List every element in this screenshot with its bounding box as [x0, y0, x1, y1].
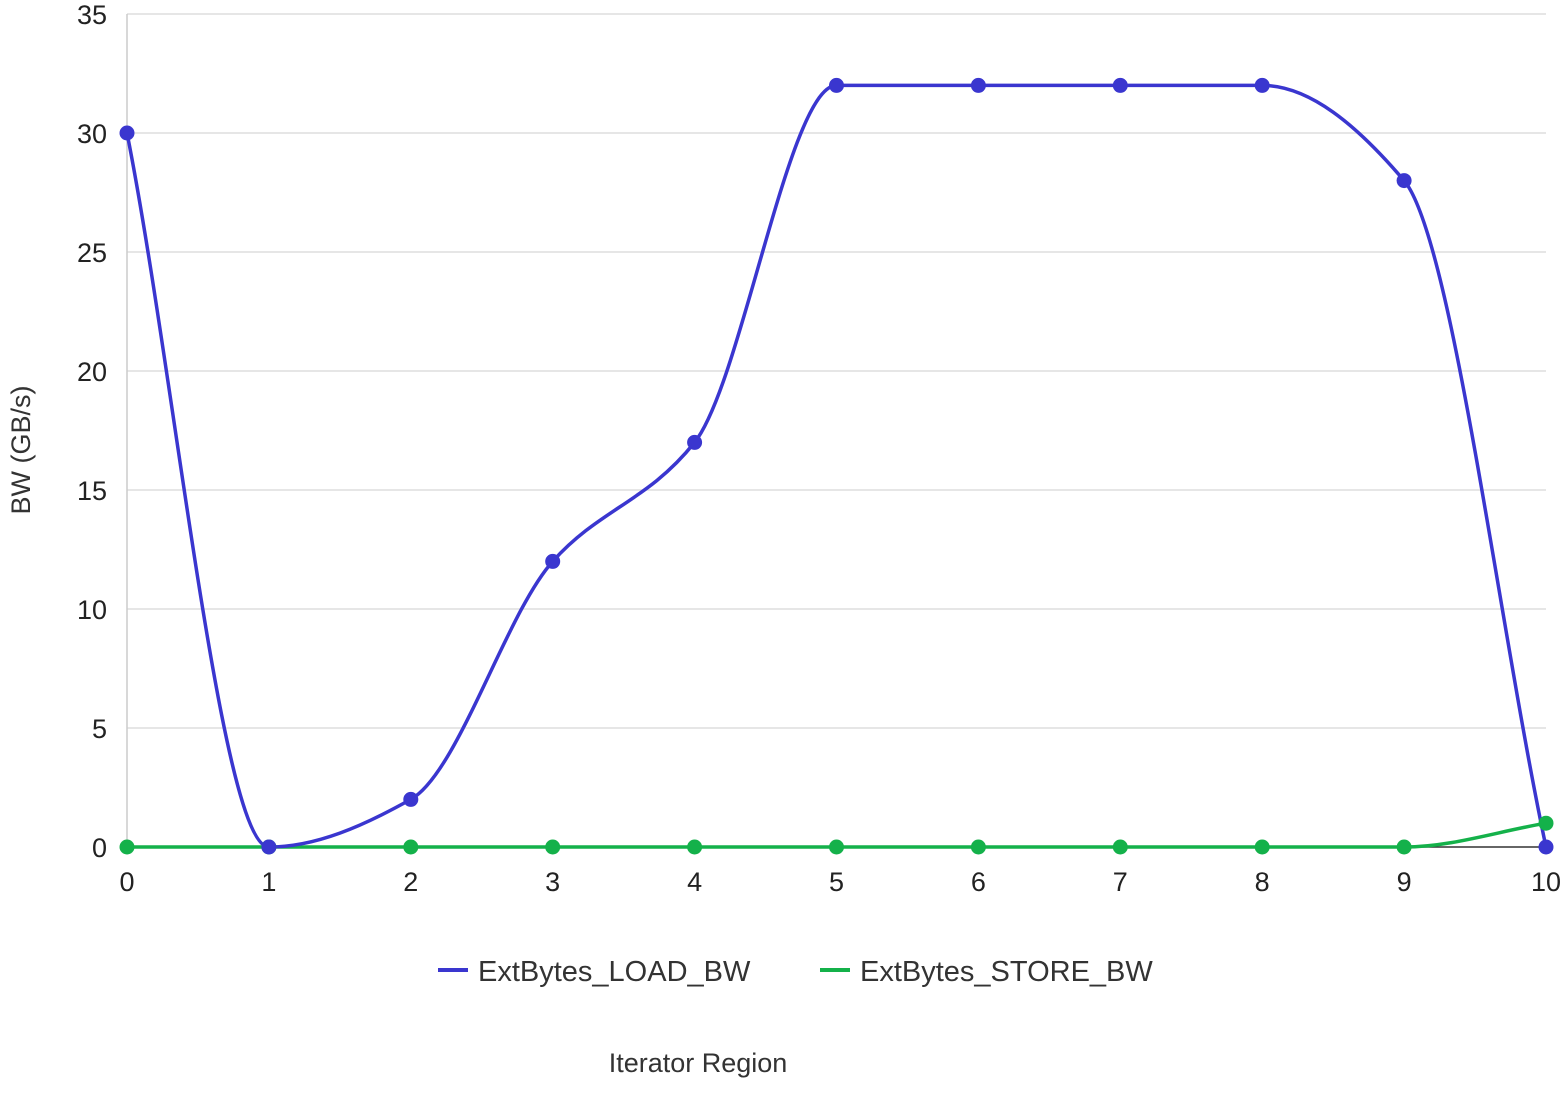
data-point[interactable]	[119, 125, 135, 141]
y-tick-label: 5	[92, 714, 107, 744]
data-point[interactable]	[829, 77, 844, 93]
x-tick-label: 9	[1397, 867, 1412, 897]
y-tick-label: 30	[77, 119, 107, 149]
data-point[interactable]	[829, 839, 844, 855]
y-axis-title: BW (GB/s)	[6, 386, 36, 515]
x-tick-label: 4	[687, 867, 702, 897]
data-point[interactable]	[970, 77, 986, 93]
data-point[interactable]	[1254, 77, 1270, 93]
x-tick-labels: 0 1 2 3 4 5 6 7 8 9 10	[119, 867, 1561, 897]
data-point[interactable]	[545, 839, 561, 855]
x-tick-label: 7	[1113, 867, 1128, 897]
data-point[interactable]	[545, 553, 561, 569]
legend-item[interactable]: ExtBytes_LOAD_BW	[438, 956, 751, 988]
data-point[interactable]	[1538, 839, 1554, 855]
y-tick-label: 25	[77, 238, 107, 268]
data-point[interactable]	[1538, 815, 1554, 831]
data-point[interactable]	[1254, 839, 1270, 855]
legend-label: ExtBytes_STORE_BW	[860, 956, 1153, 988]
legend[interactable]: ExtBytes_LOAD_BW ExtBytes_STORE_BW	[438, 956, 1153, 988]
x-tick-label: 3	[545, 867, 560, 897]
data-point[interactable]	[1396, 173, 1412, 189]
y-tick-labels: 0 5 10 15 20 25 30 35	[77, 0, 107, 863]
data-point[interactable]	[261, 839, 277, 855]
data-point[interactable]	[1112, 77, 1128, 93]
data-point[interactable]	[687, 839, 703, 855]
x-tick-label: 6	[971, 867, 986, 897]
x-tick-label: 5	[829, 867, 844, 897]
y-tick-label: 10	[77, 595, 107, 625]
x-tick-label: 10	[1531, 867, 1561, 897]
y-tick-label: 35	[77, 0, 107, 30]
data-point[interactable]	[403, 791, 419, 807]
data-points	[119, 77, 1554, 855]
data-point[interactable]	[403, 839, 419, 855]
y-tick-label: 20	[77, 357, 107, 387]
data-point[interactable]	[970, 839, 986, 855]
legend-item[interactable]: ExtBytes_STORE_BW	[820, 956, 1153, 988]
axes	[126, 14, 1546, 848]
y-tick-label: 15	[77, 476, 107, 506]
data-point[interactable]	[119, 839, 135, 855]
x-tick-label: 1	[261, 867, 276, 897]
legend-label: ExtBytes_LOAD_BW	[478, 956, 751, 988]
series-line	[125, 83, 1548, 849]
x-tick-label: 0	[119, 867, 134, 897]
data-point[interactable]	[1112, 839, 1128, 855]
x-tick-label: 8	[1255, 867, 1270, 897]
series-lines	[125, 83, 1548, 849]
y-tick-label: 0	[92, 833, 107, 863]
data-point[interactable]	[1396, 839, 1412, 855]
data-point[interactable]	[687, 434, 703, 450]
x-tick-label: 2	[403, 867, 418, 897]
gridlines	[127, 13, 1546, 729]
x-axis-title: Iterator Region	[609, 1048, 788, 1078]
